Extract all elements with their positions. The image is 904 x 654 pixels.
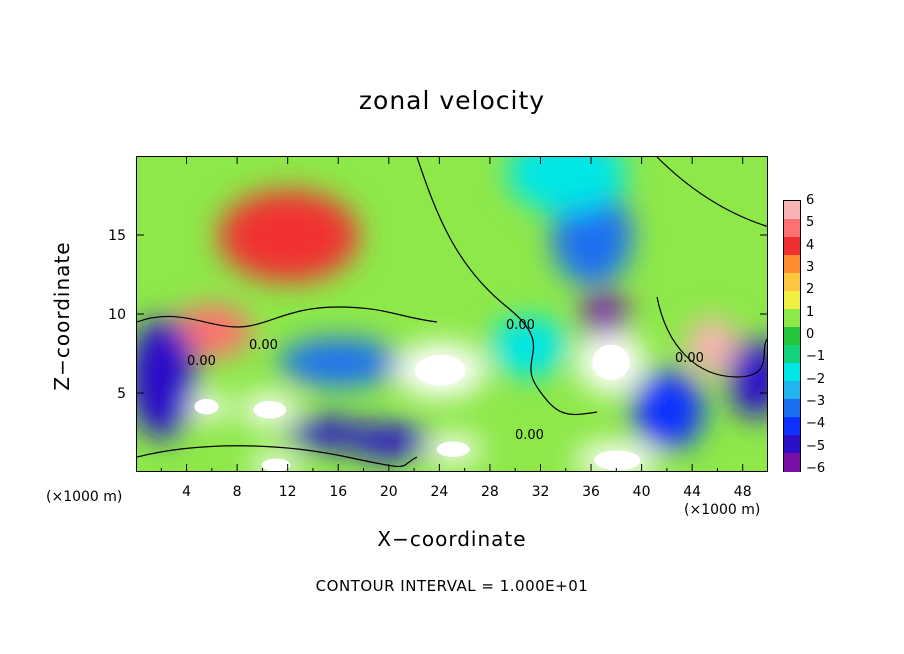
colorbar-swatch (784, 219, 800, 238)
colorbar-swatch (784, 453, 800, 472)
field-blob (580, 293, 629, 337)
colorbar-tick-label: −5 (806, 438, 826, 454)
x-tick-label: 48 (734, 484, 752, 500)
zero-contour (137, 306, 438, 328)
y-tick-label: 10 (108, 307, 126, 323)
colorbar-tick-label: −2 (806, 371, 826, 387)
x-tick-label: 28 (481, 484, 499, 500)
colorbar-swatch (784, 273, 800, 292)
colorbar-tick-label: 1 (806, 304, 815, 320)
field-core (594, 450, 641, 471)
field-core (194, 398, 219, 415)
colorbar-swatch (784, 201, 800, 220)
field-blob (728, 338, 767, 419)
chart-title: zonal velocity (358, 86, 546, 115)
colorbar-swatch (784, 435, 800, 454)
field-blob (137, 318, 197, 439)
field-core (592, 344, 630, 380)
x-tick-label: 40 (633, 484, 651, 500)
colorbar-tick-label: 5 (806, 215, 815, 231)
x-tick-label: 44 (683, 484, 701, 500)
contour-label: 0.00 (675, 351, 704, 366)
y-tick-label: 5 (117, 386, 126, 402)
colorbar-tick-label: 6 (806, 193, 815, 208)
field-core (261, 458, 291, 471)
colorbar-swatch (784, 417, 800, 436)
field-core (253, 401, 287, 419)
colorbar-swatch (784, 237, 800, 256)
contour-interval-note: CONTOUR INTERVAL = 1.000E+01 (315, 577, 589, 595)
colorbar-swatch (784, 255, 800, 274)
field-blob (174, 304, 251, 357)
contour-label: 0.00 (515, 428, 544, 443)
x-tick-label: 16 (329, 484, 347, 500)
colorbar-swatch (784, 399, 800, 418)
field-blob (506, 157, 627, 213)
field-core (415, 354, 466, 386)
x-tick-label: 36 (582, 484, 600, 500)
colorbar-swatch (784, 381, 800, 400)
x-tick-label: 8 (233, 484, 242, 500)
x-tick-label: 24 (430, 484, 448, 500)
colorbar-tick-label: −3 (806, 394, 826, 409)
zero-contour (656, 296, 767, 378)
colorbar-tick-label: 3 (806, 260, 815, 275)
x-unit-left: (×1000 m) (46, 489, 123, 505)
plot-area: 0.00 0.00 0.00 0.00 0.00 (136, 156, 768, 472)
contour-label: 0.00 (249, 338, 278, 353)
field-blob (631, 369, 704, 450)
field-blob (218, 190, 359, 282)
colorbar-swatch (784, 327, 800, 346)
colorbar-swatch (784, 309, 800, 328)
velocity-field: 0.00 0.00 0.00 0.00 0.00 (137, 157, 767, 471)
x-tick-label: 32 (532, 484, 550, 500)
x-tick-label: 12 (279, 484, 297, 500)
x-tick-label: 20 (380, 484, 398, 500)
field-blob (286, 417, 367, 450)
zero-contour (656, 157, 767, 227)
contour-label: 0.00 (187, 354, 216, 369)
field-blob (686, 318, 739, 375)
x-tick-label: 4 (182, 484, 191, 500)
colorbar-swatch (784, 363, 800, 382)
zero-contour (416, 157, 598, 416)
field-blob (279, 338, 400, 387)
colorbar-tick-label: −6 (806, 461, 826, 476)
contour-label: 0.00 (506, 318, 535, 333)
colorbar-tick-label: −4 (806, 416, 826, 432)
y-axis-label: Z−coordinate (50, 241, 74, 391)
x-axis-label: X−coordinate (377, 527, 527, 551)
zero-contour (137, 445, 418, 468)
field-blob (349, 423, 430, 460)
colorbar (783, 200, 801, 472)
x-unit-right: (×1000 m) (684, 502, 761, 518)
field-core (436, 441, 470, 457)
colorbar-tick-label: 2 (806, 282, 815, 298)
colorbar-tick-label: 4 (806, 237, 815, 253)
field-blob (488, 316, 569, 377)
colorbar-tick-label: 0 (806, 327, 815, 342)
y-tick-label: 15 (108, 228, 126, 244)
colorbar-tick-label: −1 (806, 349, 826, 365)
colorbar-swatch (784, 345, 800, 364)
colorbar-swatch (784, 291, 800, 310)
